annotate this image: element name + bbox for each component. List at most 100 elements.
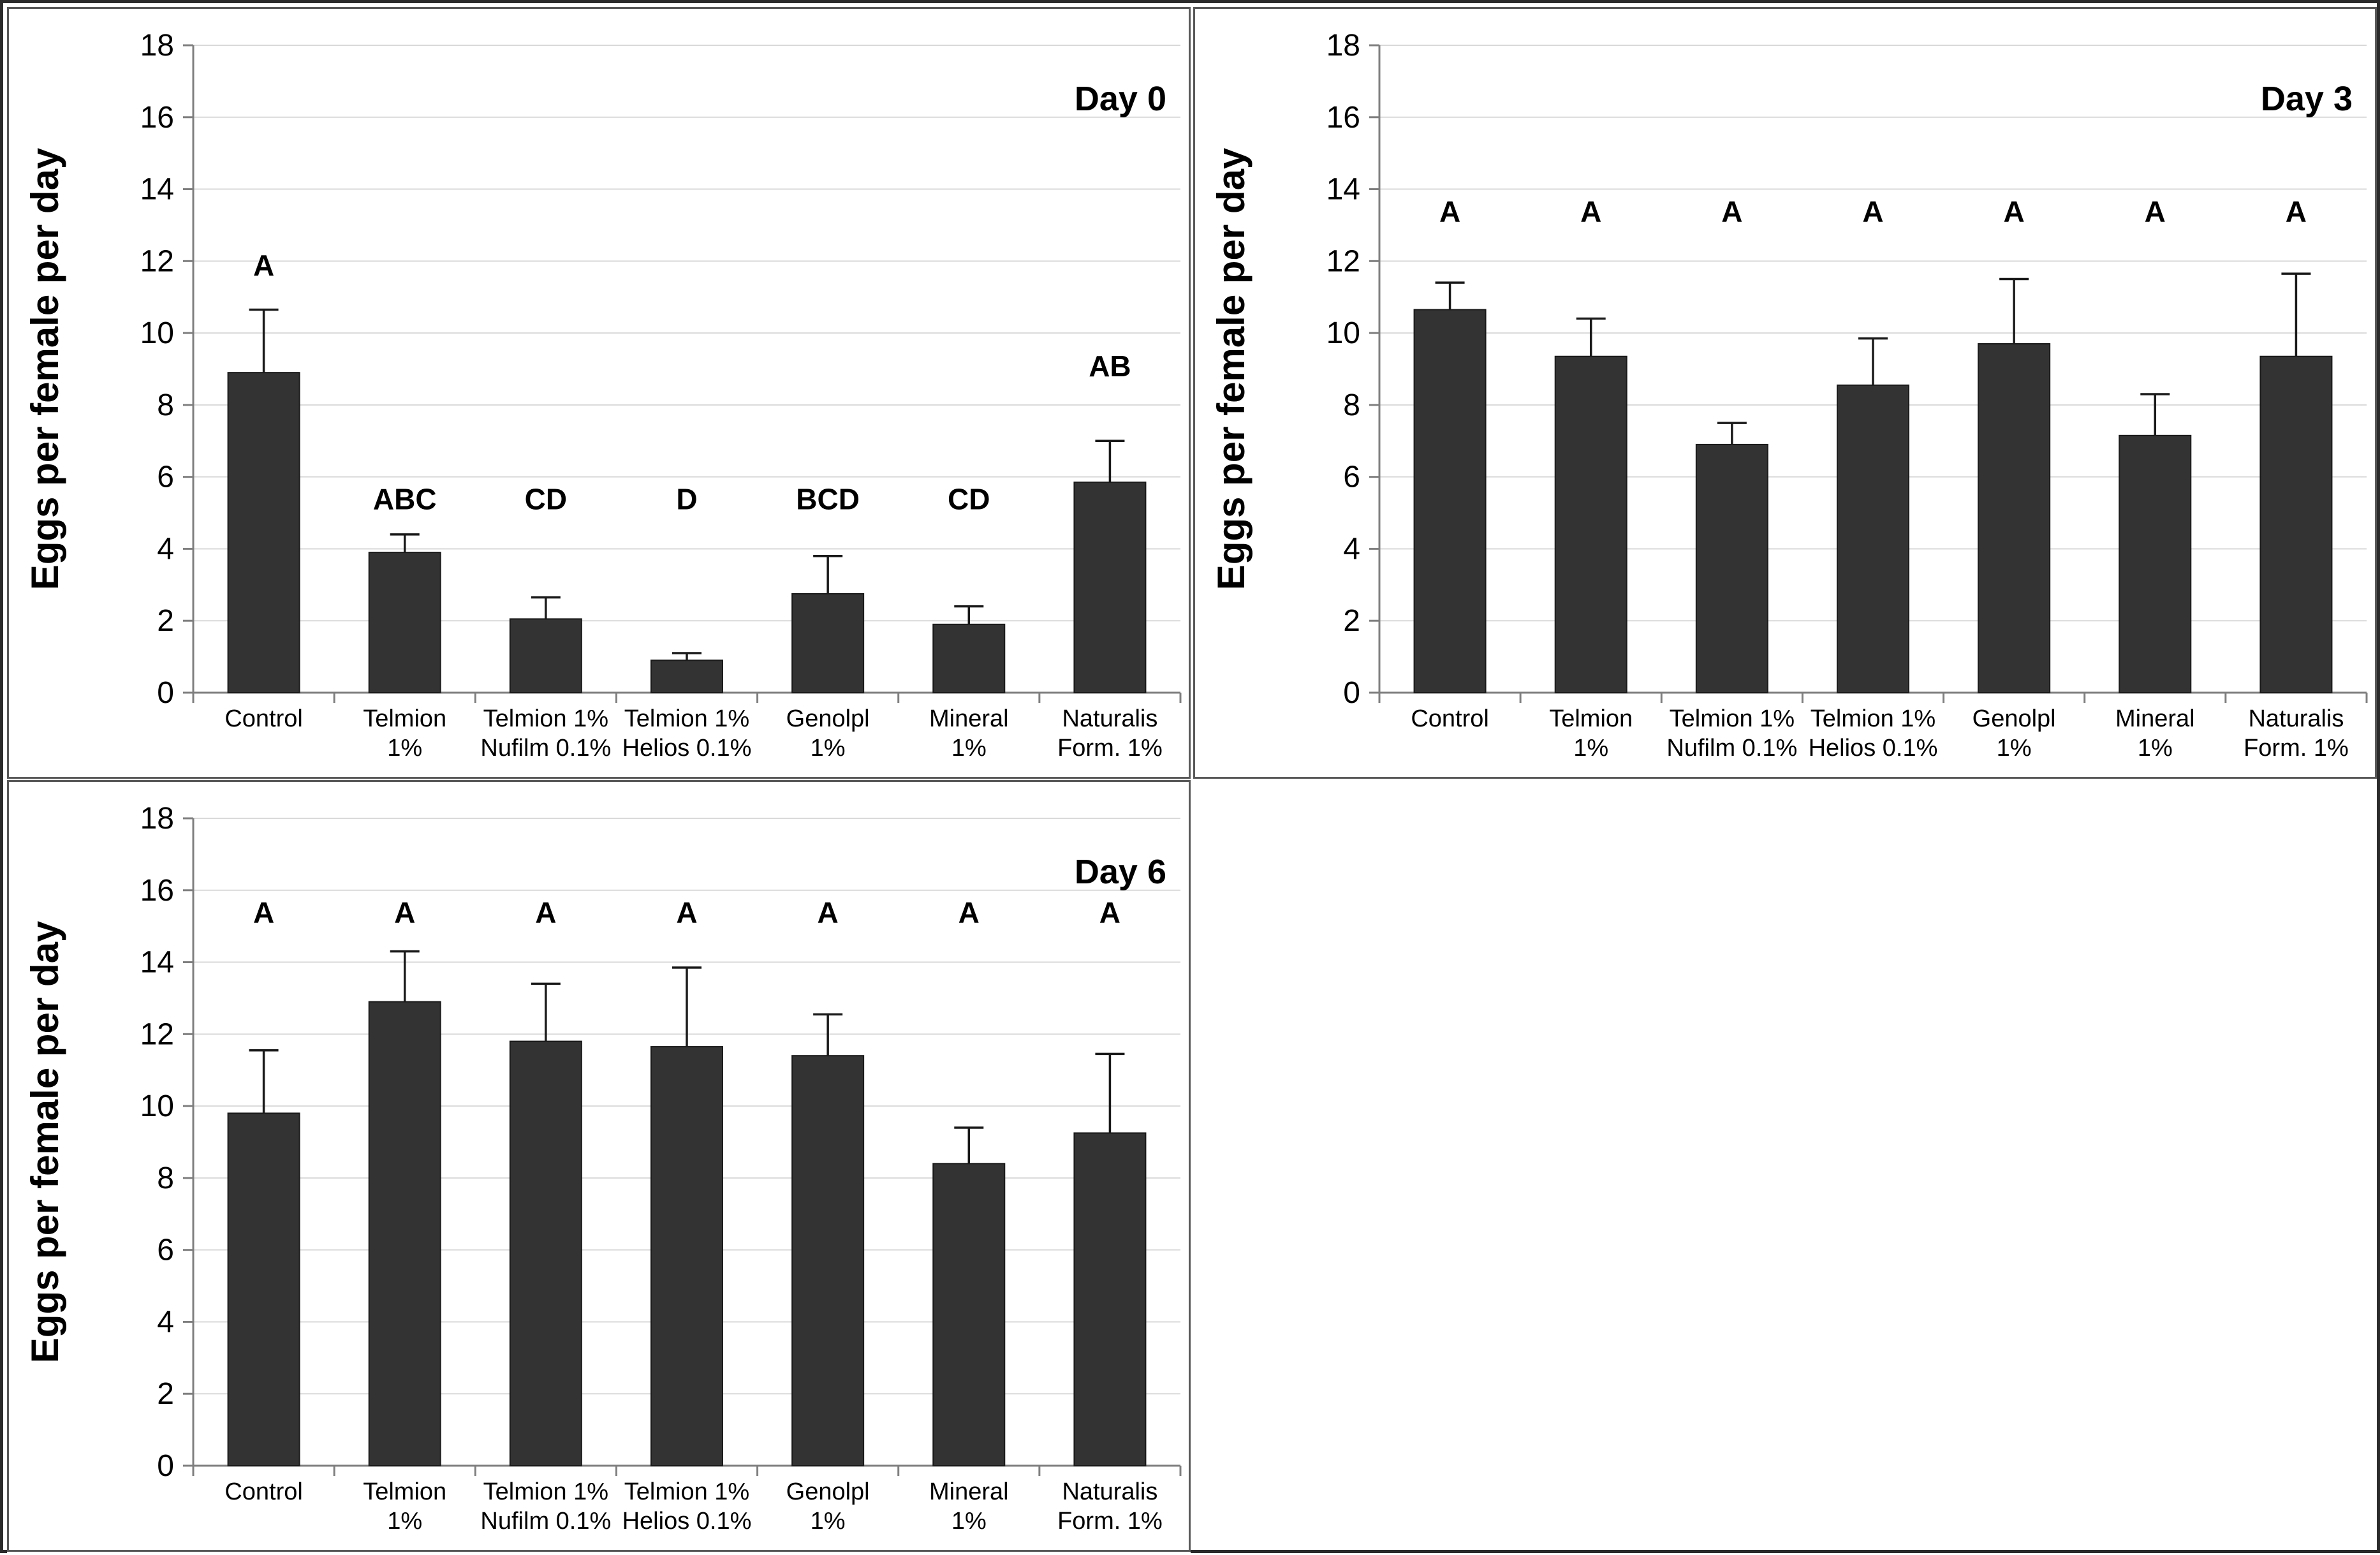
bar-telmion-1-helios-0-1 — [650, 1046, 723, 1466]
category-label-telmion-1: 1% — [1573, 735, 1608, 762]
y-tick-label: 6 — [1343, 461, 1360, 494]
category-label-telmion-1: 1% — [387, 1508, 422, 1535]
category-label-telmion-1-nufilm-0-1: Telmion 1% — [483, 1478, 608, 1505]
category-label-telmion-1-nufilm-0-1: Nufilm 0.1% — [1666, 735, 1797, 762]
y-tick-label: 18 — [140, 802, 174, 836]
category-label-mineral-1: Mineral — [929, 1478, 1009, 1505]
category-label-telmion-1-helios-0-1: Helios 0.1% — [622, 735, 752, 762]
bar-mineral-1 — [2119, 434, 2192, 693]
chart-title: Day 0 — [1075, 80, 1166, 118]
y-tick-label: 4 — [157, 1305, 174, 1339]
y-tick-label: 0 — [1343, 676, 1360, 710]
category-label-telmion-1-helios-0-1: Telmion 1% — [624, 705, 749, 732]
chart-day-3: 0 2 4 6 8 10 12 14 16 18 A Control A Telmion 1% A Telmio… — [1193, 7, 2377, 779]
sig-letter-telmion-1-nufilm-0-1: CD — [525, 482, 567, 515]
category-label-telmion-1: 1% — [387, 735, 422, 762]
category-label-genolpl-1: 1% — [811, 1508, 846, 1535]
chart-title: Day 3 — [2261, 80, 2353, 118]
bar-telmion-1-nufilm-0-1 — [509, 1040, 582, 1467]
category-label-naturalis-form-1: Form. 1% — [1057, 735, 1163, 762]
sig-letter-genolpl-1: A — [818, 896, 839, 929]
sig-letter-mineral-1: A — [959, 896, 980, 929]
y-tick-label: 6 — [157, 461, 174, 494]
y-tick-label: 2 — [157, 1377, 174, 1411]
bar-control — [227, 1112, 300, 1466]
category-label-naturalis-form-1: Naturalis — [1062, 705, 1157, 732]
category-label-control: Control — [1411, 705, 1489, 732]
bar-mineral-1 — [932, 1163, 1006, 1466]
y-tick-label: 14 — [1326, 173, 1360, 207]
sig-letter-genolpl-1: BCD — [796, 482, 860, 515]
y-axis-title: Eggs per female per day — [1210, 147, 1252, 590]
y-axis-title: Eggs per female per day — [24, 147, 66, 590]
bar-mineral-1 — [932, 623, 1006, 693]
bar-genolpl-1 — [791, 593, 865, 693]
y-tick-label: 18 — [1326, 29, 1360, 63]
sig-letter-telmion-1-helios-0-1: A — [1862, 195, 1883, 228]
category-label-telmion-1-nufilm-0-1: Telmion 1% — [1670, 705, 1795, 732]
sig-letter-telmion-1: A — [394, 896, 415, 929]
category-label-genolpl-1: Genolpl — [786, 1478, 870, 1505]
sig-letter-mineral-1: A — [2145, 195, 2166, 228]
category-label-telmion-1-helios-0-1: Telmion 1% — [624, 1478, 749, 1505]
y-tick-label: 12 — [140, 244, 174, 278]
y-tick-label: 4 — [1343, 532, 1360, 566]
sig-letter-telmion-1-nufilm-0-1: A — [535, 896, 556, 929]
category-label-control: Control — [224, 705, 303, 732]
panel-border — [1193, 7, 2377, 779]
bar-telmion-1-nufilm-0-1 — [1695, 443, 1768, 694]
sig-letter-control: A — [253, 249, 274, 282]
sig-letter-naturalis-form-1: A — [1099, 896, 1120, 929]
bar-genolpl-1 — [1978, 343, 2051, 693]
panel-border — [7, 7, 1191, 779]
sig-letter-telmion-1-helios-0-1: D — [676, 482, 697, 515]
bar-telmion-1-nufilm-0-1 — [509, 618, 582, 693]
sig-letter-genolpl-1: A — [2004, 195, 2025, 228]
bar-naturalis-form-1 — [1073, 482, 1147, 693]
y-tick-label: 2 — [1343, 604, 1360, 638]
chart-title: Day 6 — [1075, 853, 1166, 891]
category-label-control: Control — [224, 1478, 303, 1505]
y-tick-label: 6 — [157, 1234, 174, 1267]
category-label-naturalis-form-1: Form. 1% — [2244, 735, 2349, 762]
category-label-genolpl-1: 1% — [1997, 735, 2032, 762]
y-tick-label: 2 — [157, 604, 174, 638]
category-label-telmion-1-nufilm-0-1: Nufilm 0.1% — [480, 735, 611, 762]
sig-letter-telmion-1: A — [1580, 195, 1601, 228]
sig-letter-telmion-1-helios-0-1: A — [676, 896, 697, 929]
category-label-genolpl-1: Genolpl — [1972, 705, 2056, 732]
bar-naturalis-form-1 — [2259, 355, 2333, 693]
category-label-telmion-1-helios-0-1: Helios 0.1% — [622, 1508, 752, 1535]
sig-letter-control: A — [1439, 195, 1460, 228]
category-label-naturalis-form-1: Form. 1% — [1057, 1508, 1163, 1535]
category-label-telmion-1: Telmion — [363, 705, 446, 732]
bar-telmion-1 — [368, 552, 441, 693]
bar-naturalis-form-1 — [1073, 1132, 1147, 1466]
panel-border — [7, 780, 1191, 1552]
y-tick-label: 16 — [1326, 101, 1360, 135]
panel-day-6: 0 2 4 6 8 10 12 14 16 18 A Control A Telmion 1% A Telmio… — [7, 780, 1191, 1555]
category-label-telmion-1-nufilm-0-1: Telmion 1% — [483, 705, 608, 732]
sig-letter-telmion-1: ABC — [373, 482, 437, 515]
y-tick-label: 8 — [157, 388, 174, 422]
y-tick-label: 12 — [140, 1017, 174, 1051]
y-tick-label: 0 — [157, 1449, 174, 1483]
category-label-mineral-1: 1% — [951, 1508, 987, 1535]
y-tick-label: 12 — [1326, 244, 1360, 278]
category-label-mineral-1: 1% — [2138, 735, 2173, 762]
chart-day-0: 0 2 4 6 8 10 12 14 16 18 A Control ABC Telmion 1% CD Tel… — [7, 7, 1191, 779]
bar-control — [227, 372, 300, 694]
category-label-telmion-1-helios-0-1: Helios 0.1% — [1809, 735, 1938, 762]
y-axis-title: Eggs per female per day — [24, 920, 66, 1363]
sig-letter-telmion-1-nufilm-0-1: A — [1721, 195, 1742, 228]
category-label-genolpl-1: Genolpl — [786, 705, 870, 732]
category-label-telmion-1-nufilm-0-1: Nufilm 0.1% — [480, 1508, 611, 1535]
y-tick-label: 0 — [157, 676, 174, 710]
y-tick-label: 14 — [140, 946, 174, 980]
bar-telmion-1 — [1554, 355, 1627, 693]
bar-genolpl-1 — [791, 1055, 865, 1466]
sig-letter-naturalis-form-1: A — [2286, 195, 2307, 228]
y-tick-label: 18 — [140, 29, 174, 63]
y-tick-label: 16 — [140, 101, 174, 135]
